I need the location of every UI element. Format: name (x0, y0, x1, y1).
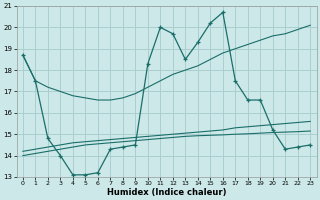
X-axis label: Humidex (Indice chaleur): Humidex (Indice chaleur) (107, 188, 226, 197)
